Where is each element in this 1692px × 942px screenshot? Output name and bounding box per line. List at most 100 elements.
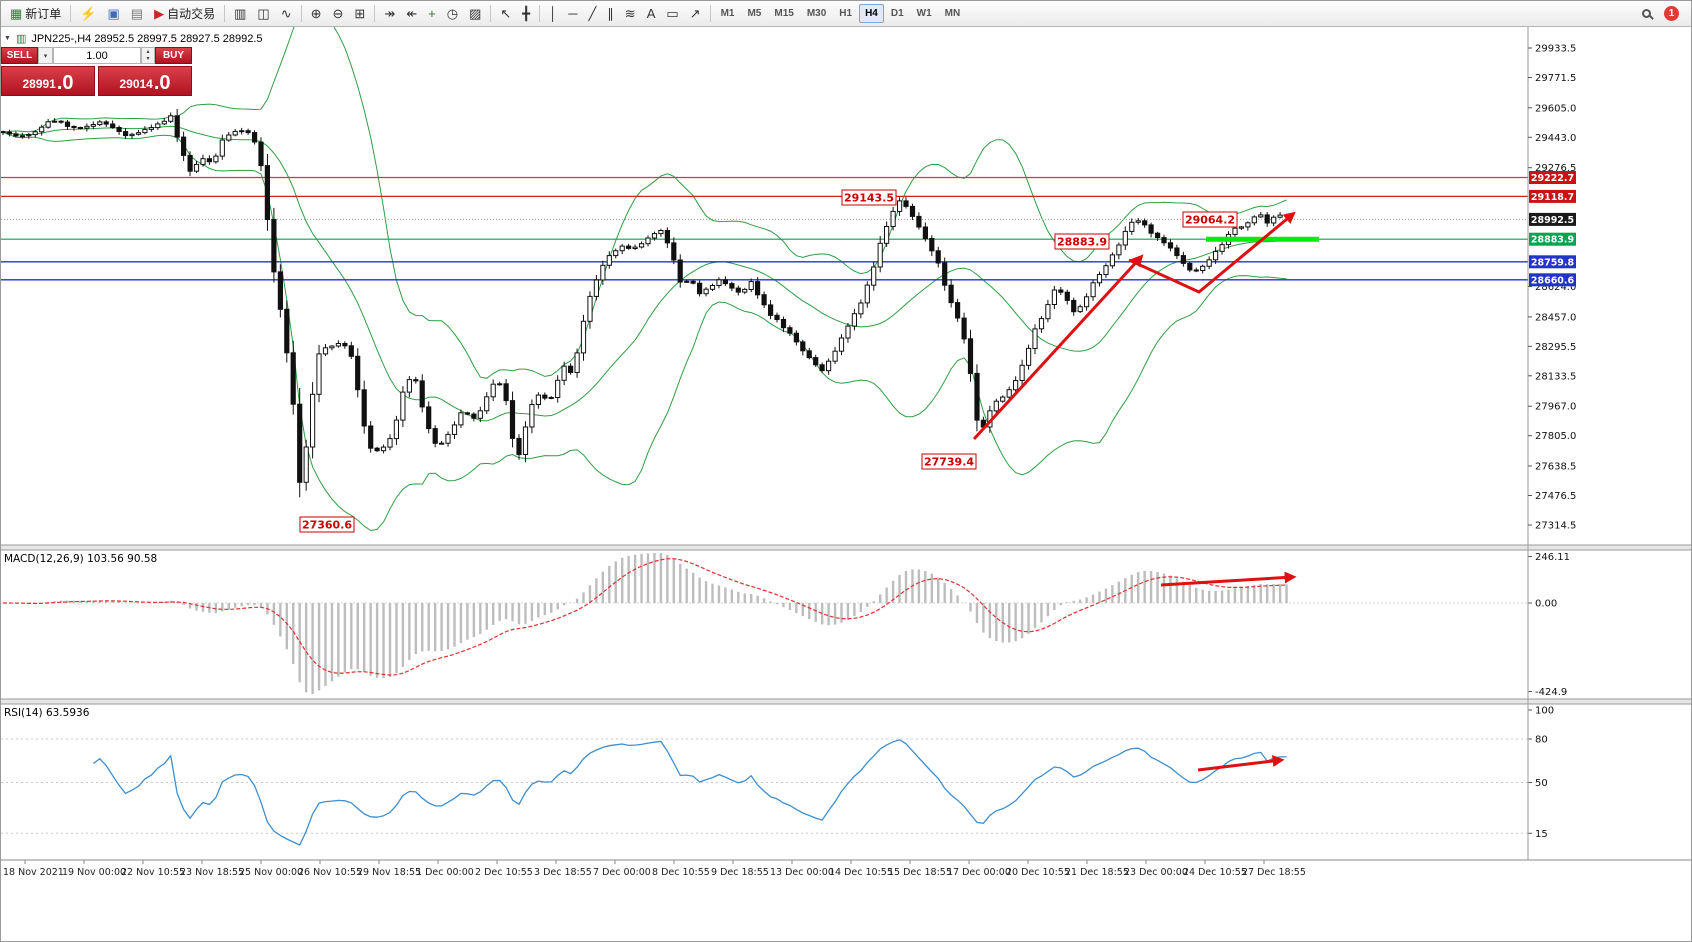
bar-chart-icon: ▥ <box>234 6 247 21</box>
candlestick-chart-button[interactable]: ◫ <box>252 3 274 24</box>
text-button[interactable]: A <box>642 3 661 24</box>
price-tick-label: 28295.5 <box>1535 342 1576 353</box>
one-click-trading-panel: SELL ▾ 1.00 ▴ ▾ BUY 28991.0 29014.0 <box>1 47 192 96</box>
time-axis-label: 8 Dec 10:55 <box>652 867 710 878</box>
buy-price-display[interactable]: 29014.0 <box>98 66 192 96</box>
price-annotation[interactable]: 28883.9 <box>1054 233 1110 250</box>
rsi-scale-label: 80 <box>1535 735 1548 746</box>
label-icon: ▭ <box>666 6 679 21</box>
search-button[interactable] <box>1637 3 1656 24</box>
data-window-button[interactable]: ▤ <box>126 3 148 24</box>
templates-button[interactable]: ▨ <box>464 3 486 24</box>
arrows-button[interactable]: ↗ <box>685 3 706 24</box>
line-chart-button[interactable]: ∿ <box>276 3 297 24</box>
volume-stepper[interactable]: ▴ ▾ <box>141 47 155 64</box>
price-tick-label: 29771.5 <box>1535 73 1576 84</box>
fibonacci-button[interactable]: ≋ <box>620 3 641 24</box>
grid-button[interactable]: ⊞ <box>349 3 370 24</box>
trendline-icon: ╱ <box>588 6 597 21</box>
chart-shift-button[interactable]: ↞ <box>401 3 422 24</box>
equidistant-channel-button[interactable]: ∥ <box>602 3 619 24</box>
arrows-icon: ↗ <box>689 6 701 21</box>
sell-price-display[interactable]: 28991.0 <box>1 66 95 96</box>
volume-input[interactable]: 1.00 <box>53 47 141 64</box>
cursor-button[interactable]: ↖ <box>495 3 516 24</box>
vertical-line-button[interactable]: │ <box>544 3 562 24</box>
timeframe-button-D1[interactable]: D1 <box>885 4 910 23</box>
auto-trading-button[interactable]: ▶ 自动交易 <box>149 3 220 24</box>
macd-scale-label: -424.9 <box>1535 687 1567 698</box>
indicators-button[interactable]: + <box>423 3 441 24</box>
templates-icon: ▨ <box>469 6 482 21</box>
periods-icon: ◷ <box>446 6 459 21</box>
timeframe-button-M30[interactable]: M30 <box>801 4 832 23</box>
sell-price-main: 28991 <box>22 77 56 91</box>
toolbar-separator <box>300 5 302 22</box>
timeframe-button-H1[interactable]: H1 <box>833 4 858 23</box>
grid-icon: ⊞ <box>354 6 366 21</box>
collapse-triangle-icon[interactable]: ▼ <box>4 35 11 42</box>
crosshair-button[interactable]: ╋ <box>517 3 535 24</box>
panel-splitter[interactable] <box>1 545 1692 550</box>
auto-scroll-button[interactable]: ↠ <box>379 3 400 24</box>
chart-icon: ▥ <box>15 33 27 45</box>
buy-button[interactable]: BUY <box>155 47 192 64</box>
price-annotation[interactable]: 27739.4 <box>921 453 977 470</box>
line-chart-icon: ∿ <box>280 6 292 21</box>
main-chart-canvas[interactable]: 29143.5 29064.2 28883.9 27739.4 27360.6 MACD(… <box>1 27 1692 942</box>
panel-splitter[interactable] <box>1 699 1692 704</box>
time-axis-label: 23 Dec 00:00 <box>1124 867 1188 878</box>
symbol-ohlc-text: JPN225-,H4 28952.5 28997.5 28927.5 28992… <box>31 32 263 45</box>
timeframe-button-M15[interactable]: M15 <box>768 4 799 23</box>
bar-chart-button[interactable]: ▥ <box>229 3 251 24</box>
timeframe-button-W1[interactable]: W1 <box>911 4 938 23</box>
timeframe-button-MN[interactable]: MN <box>939 4 967 23</box>
macd-scale-label: 0.00 <box>1535 599 1557 610</box>
price-tag: 28759.8 <box>1529 255 1576 269</box>
periods-button[interactable]: ◷ <box>442 3 463 24</box>
sell-button[interactable]: SELL <box>1 47 38 64</box>
price-tick-label: 29443.0 <box>1535 133 1576 144</box>
timeframe-button-M5[interactable]: M5 <box>741 4 767 23</box>
time-axis-label: 27 Dec 18:55 <box>1242 867 1306 878</box>
price-tick-label: 27314.5 <box>1535 521 1576 532</box>
timeframe-button-H4[interactable]: H4 <box>859 4 884 23</box>
price-tag: 29222.7 <box>1529 171 1576 184</box>
svg-text:29118.7: 29118.7 <box>1531 192 1574 203</box>
price-annotation[interactable]: 29064.2 <box>1182 211 1238 228</box>
price-tick-label: 27967.0 <box>1535 402 1576 413</box>
order-type-dropdown[interactable]: ▾ <box>38 47 53 64</box>
horizontal-line-button[interactable]: ─ <box>563 3 582 24</box>
toolbar-separator <box>709 5 711 22</box>
chart-window-button[interactable]: ⚡ <box>75 3 101 24</box>
time-axis-label: 2 Dec 10:55 <box>475 867 533 878</box>
market-watch-button[interactable]: ▣ <box>103 3 125 24</box>
sell-price-fraction: .0 <box>56 72 74 94</box>
zoom-in-button[interactable]: ⊕ <box>306 3 327 24</box>
trend-arrow[interactable] <box>972 254 1144 441</box>
chart-area: 29143.5 29064.2 28883.9 27739.4 27360.6 MACD(… <box>1 27 1691 941</box>
trend-arrow[interactable] <box>1128 211 1296 294</box>
new-order-button[interactable]: ▦ 新订单 <box>5 3 66 24</box>
candlestick-series <box>1 109 1290 498</box>
notification-badge[interactable]: 1 <box>1664 6 1679 21</box>
time-axis-label: 22 Nov 10:55 <box>121 867 185 878</box>
rsi-scale-label: 15 <box>1535 829 1548 840</box>
label-button[interactable]: ▭ <box>661 3 683 24</box>
timeframe-button-M1[interactable]: M1 <box>715 4 741 23</box>
toolbar-separator <box>224 5 226 22</box>
annotation-text: 27360.6 <box>302 519 352 532</box>
rsi-trend-arrow[interactable] <box>1197 755 1285 772</box>
price-tick-label: 29605.0 <box>1535 103 1576 114</box>
price-annotation[interactable]: 27360.6 <box>299 516 355 533</box>
zoom-out-button[interactable]: ⊖ <box>328 3 349 24</box>
annotation-text: 27739.4 <box>924 456 974 469</box>
macd-trend-arrow[interactable] <box>1160 571 1297 587</box>
trade-prices-row: 28991.0 29014.0 <box>1 66 192 96</box>
price-annotation[interactable]: 29143.5 <box>841 189 897 206</box>
trendline-button[interactable]: ╱ <box>583 3 601 24</box>
toolbar-buttons: ▦ 新订单 ⚡ ▣ ▤ ▶ 自动交易 ▥ ◫ ∿ ⊕ ⊖ ⊞ ↠ ↞ + ◷ ▨ ↖ ╋ │ ─ ╱ ∥ ≋ A ▭ ↗ <box>5 3 714 24</box>
macd-scale-label: 246.11 <box>1535 552 1570 563</box>
price-tick-label: 28133.5 <box>1535 371 1576 382</box>
price-tick-label: 28624.0 <box>1535 282 1576 293</box>
